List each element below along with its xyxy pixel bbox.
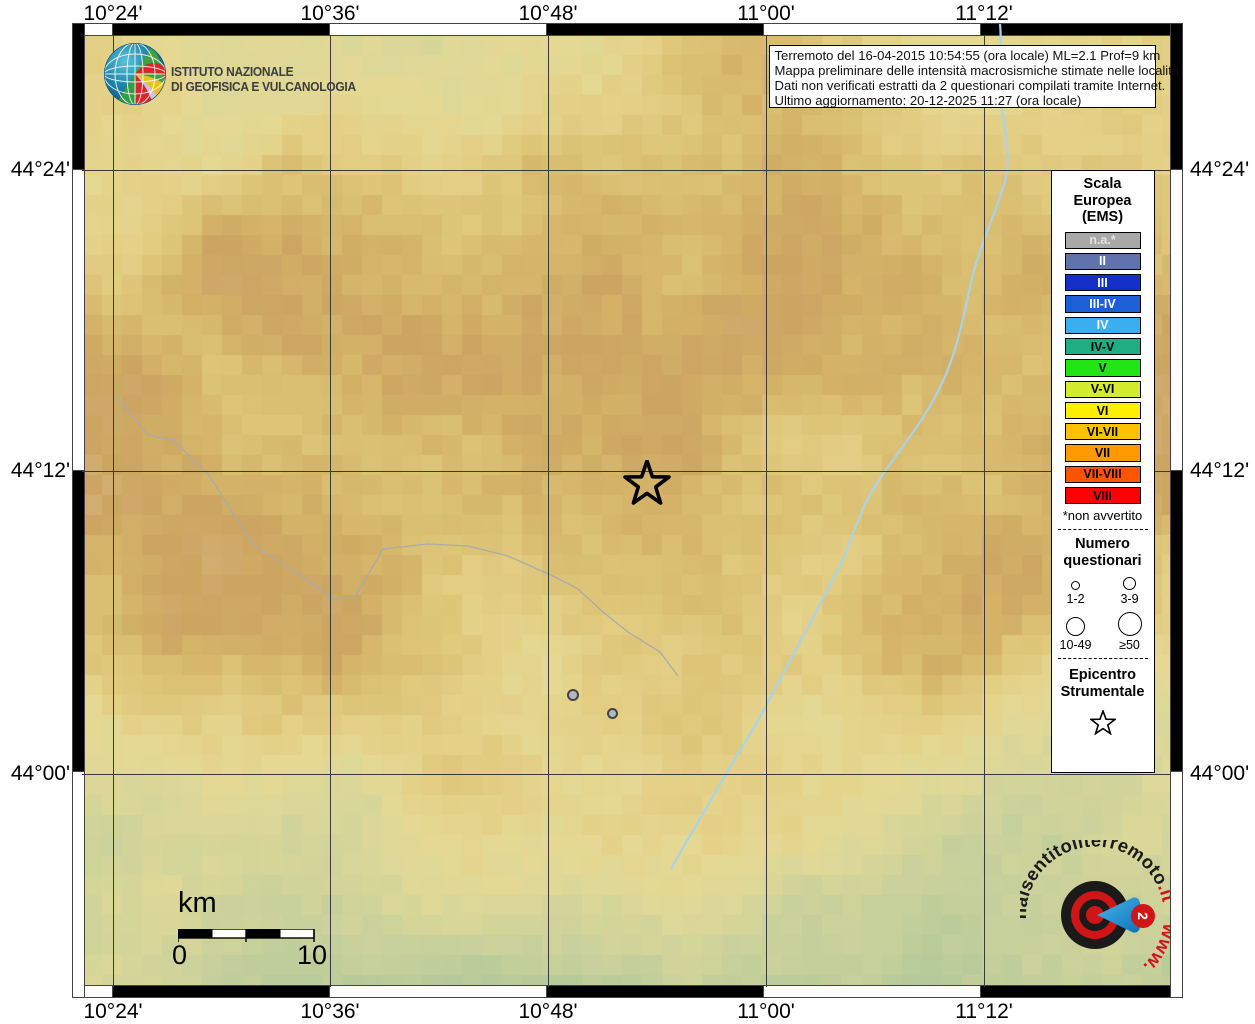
svg-text:2: 2 (1135, 912, 1151, 920)
